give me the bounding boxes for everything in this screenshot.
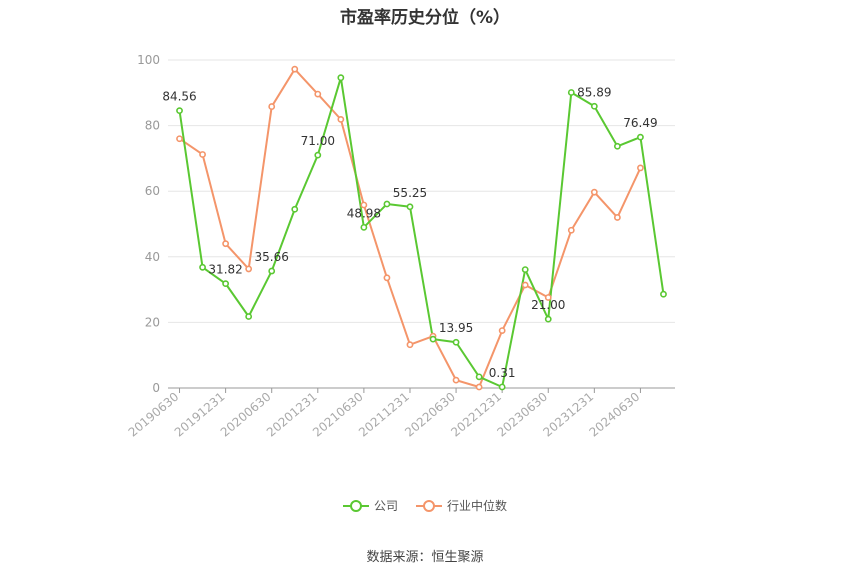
- data-point: [337, 74, 345, 82]
- legend-label-industry-median: 行业中位数: [447, 499, 508, 513]
- x-tick-label: 20221231: [448, 390, 504, 440]
- data-point: [406, 203, 414, 211]
- data-label: 35.66: [255, 250, 289, 264]
- data-point: [268, 267, 276, 275]
- x-tick-label: 20220630: [402, 390, 458, 440]
- data-point: [176, 135, 183, 143]
- data-point: [613, 214, 621, 221]
- legend-marker-company: [342, 499, 369, 512]
- data-point: [637, 133, 644, 141]
- y-tick-label: 80: [145, 119, 160, 133]
- data-point: [660, 290, 667, 298]
- x-tick-label: 20240630: [587, 390, 643, 440]
- data-label: 71.00: [301, 134, 335, 148]
- data-point: [613, 142, 621, 150]
- data-point: [521, 266, 529, 273]
- data-source: 数据来源：恒生聚源: [366, 550, 484, 565]
- x-tick-label: 20191231: [172, 390, 228, 440]
- data-point: [268, 103, 276, 110]
- legend-marker-industry-median: [416, 499, 442, 512]
- chart-title: 市盈率历史分位（%）: [339, 8, 511, 28]
- data-point: [452, 338, 460, 346]
- data-label: 48.98: [347, 206, 381, 220]
- data-point: [245, 265, 253, 273]
- data-label: 84.56: [162, 90, 196, 104]
- y-tick-label: 20: [145, 315, 160, 329]
- x-tick-label: 20190630: [126, 390, 182, 440]
- data-point: [291, 205, 299, 213]
- data-point: [360, 223, 368, 231]
- data-label: 21.00: [531, 298, 565, 312]
- x-tick-label: 20210630: [310, 390, 366, 440]
- data-point: [314, 90, 322, 98]
- data-point: [337, 115, 345, 123]
- data-point: [475, 383, 483, 391]
- data-label: 31.82: [208, 263, 242, 277]
- data-point: [360, 201, 368, 209]
- x-tick-label: 20230630: [494, 390, 550, 440]
- data-point: [314, 151, 322, 159]
- y-tick-label: 40: [145, 250, 160, 264]
- data-point: [567, 89, 575, 96]
- data-point: [383, 200, 391, 208]
- data-point: [406, 341, 414, 349]
- data-point: [291, 65, 299, 73]
- data-label: 85.89: [577, 85, 611, 99]
- data-point: [199, 263, 206, 271]
- data-point: [498, 327, 506, 334]
- data-point: [498, 383, 506, 391]
- y-tick-label: 100: [137, 53, 160, 67]
- data-label: 55.25: [393, 186, 427, 200]
- data-point: [222, 280, 230, 288]
- y-tick-label: 60: [145, 184, 160, 198]
- data-point: [429, 335, 437, 343]
- data-point: [452, 376, 460, 384]
- data-point: [544, 315, 552, 323]
- data-point: [567, 226, 575, 234]
- data-point: [383, 274, 391, 282]
- series-line: [178, 76, 665, 388]
- data-label: 13.95: [439, 321, 473, 335]
- data-point: [521, 281, 529, 289]
- legend-item-industry-median[interactable]: 行业中位数: [416, 497, 507, 514]
- legend: 公司 行业中位数: [0, 497, 850, 514]
- y-tick-label: 0: [152, 381, 160, 395]
- data-point: [245, 313, 253, 320]
- legend-item-company[interactable]: 公司: [342, 497, 398, 514]
- data-point: [637, 164, 644, 172]
- data-point: [199, 151, 206, 158]
- data-label: 0.31: [489, 366, 516, 380]
- data-point: [544, 294, 552, 301]
- data-point: [176, 107, 183, 115]
- data-point: [590, 188, 598, 196]
- x-tick-label: 20201231: [264, 390, 320, 440]
- data-point: [590, 102, 598, 110]
- x-tick-label: 20200630: [218, 390, 274, 440]
- data-point: [222, 240, 230, 248]
- x-tick-label: 20211231: [356, 390, 412, 440]
- data-label: 76.49: [623, 116, 657, 130]
- x-tick-label: 20231231: [540, 390, 596, 440]
- data-point: [475, 373, 483, 381]
- legend-label-company: 公司: [373, 499, 398, 513]
